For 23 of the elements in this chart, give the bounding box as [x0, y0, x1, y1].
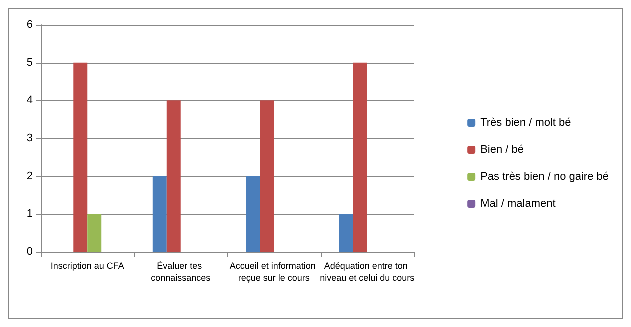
legend-label: Mal / malament	[480, 198, 556, 210]
y-tick-label: 0	[26, 246, 33, 258]
bar	[339, 214, 354, 252]
y-tick-label: 6	[26, 19, 33, 31]
bar	[74, 62, 88, 252]
y-tick-label: 1	[26, 208, 33, 220]
bar	[88, 214, 102, 252]
bar	[166, 100, 181, 252]
x-tick-label: Évaluer tes connaissances	[151, 261, 212, 283]
bar	[152, 176, 167, 252]
y-tick-label: 5	[26, 56, 33, 69]
bar	[260, 100, 274, 252]
x-tick-label: Adéquation entre ton niveau et celui du cours	[320, 261, 416, 283]
x-tick-label: Accueil et information reçue sur le cours	[230, 261, 318, 283]
legend-label: Bien / bé	[480, 144, 524, 156]
y-tick-label: 3	[26, 132, 33, 144]
x-tick-label: Inscription au CFA	[50, 261, 124, 271]
y-tick-label: 4	[26, 94, 33, 107]
y-tick-label: 2	[26, 170, 33, 182]
legend-label: Très bien / molt bé	[480, 117, 572, 129]
bar	[246, 176, 260, 252]
legend-label: Pas très bien / no gaire bé	[480, 171, 610, 183]
bar	[353, 62, 368, 252]
